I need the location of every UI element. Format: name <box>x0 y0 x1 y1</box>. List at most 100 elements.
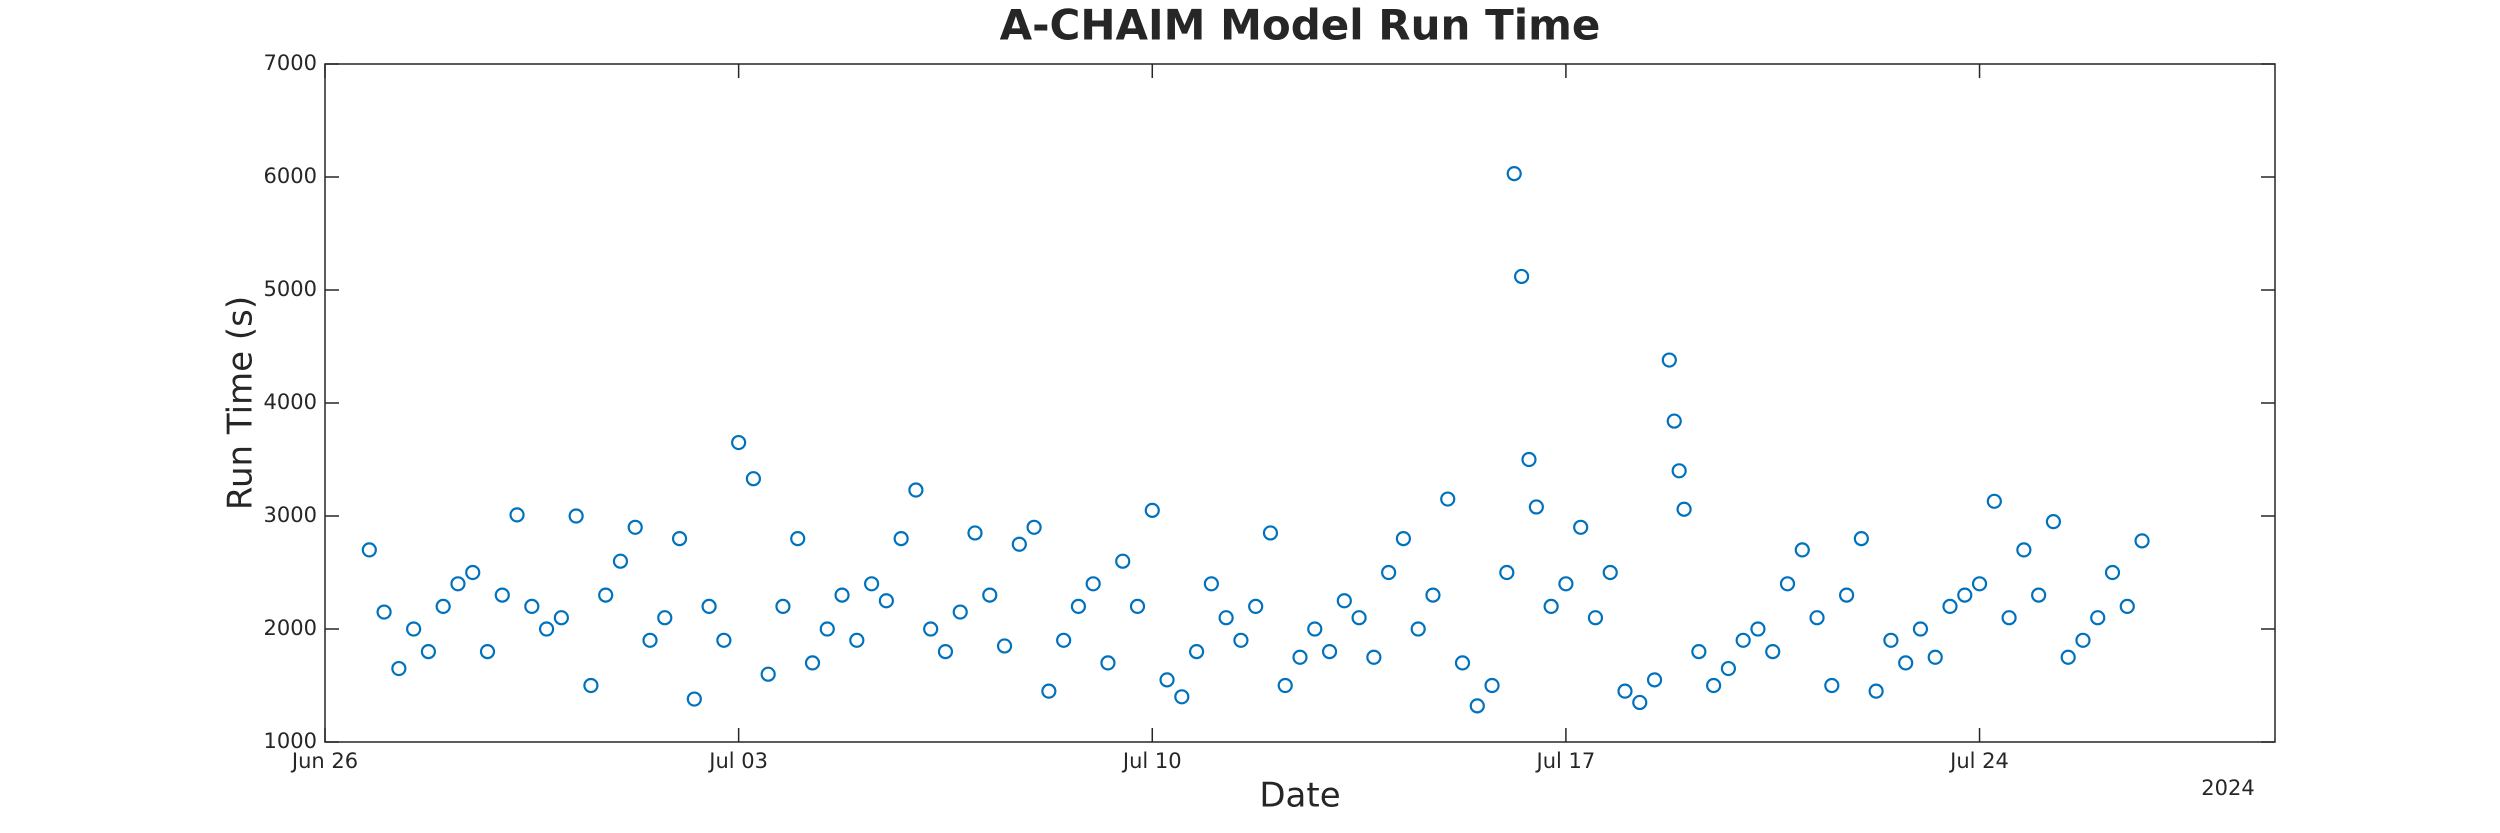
point <box>1499 564 1515 581</box>
point <box>878 593 894 609</box>
point <box>1026 519 1042 535</box>
chart-title: A-CHAIM Model Run Time <box>1000 1 1601 50</box>
point <box>1676 501 1692 517</box>
point <box>1691 643 1707 660</box>
point <box>420 643 437 660</box>
point <box>1666 413 1682 429</box>
point <box>701 598 717 615</box>
point <box>465 564 481 581</box>
point <box>1100 655 1116 671</box>
point <box>435 598 451 615</box>
point <box>1720 660 1737 677</box>
point <box>376 604 392 620</box>
point <box>745 471 762 487</box>
point <box>1750 621 1766 637</box>
point <box>2090 610 2106 626</box>
point <box>1351 610 1367 626</box>
point <box>1646 672 1663 688</box>
point <box>1041 683 1057 699</box>
point <box>1986 493 2002 509</box>
point <box>1233 632 1249 648</box>
point <box>1056 632 1072 648</box>
point <box>1188 643 1205 660</box>
point <box>1115 553 1131 569</box>
point <box>642 632 658 648</box>
point <box>568 508 584 524</box>
point <box>2016 542 2032 558</box>
point <box>1942 598 1958 615</box>
point <box>1011 536 1027 552</box>
point <box>2031 587 2047 603</box>
point <box>923 621 939 637</box>
point <box>1543 598 1559 615</box>
y-tick-label: 7000 <box>264 51 317 75</box>
point <box>1203 576 1219 592</box>
point <box>1070 598 1087 615</box>
point <box>1558 576 1574 592</box>
point <box>1868 683 1884 699</box>
point <box>1174 689 1190 705</box>
point <box>1454 655 1471 671</box>
point <box>2060 649 2076 665</box>
point <box>1381 564 1397 581</box>
point <box>1809 610 1825 626</box>
point <box>1765 643 1781 660</box>
point <box>1506 166 1522 182</box>
point <box>1706 677 1722 694</box>
point <box>450 576 466 592</box>
point <box>627 519 643 535</box>
point <box>612 553 629 569</box>
point <box>1085 576 1101 592</box>
x-tick-label: Jul 24 <box>1948 749 2009 773</box>
point <box>1129 598 1146 615</box>
point <box>937 643 954 660</box>
point <box>1587 610 1604 626</box>
point <box>1912 621 1929 637</box>
point <box>671 530 688 547</box>
point <box>1617 683 1633 699</box>
point <box>2075 632 2091 648</box>
point <box>834 587 850 603</box>
point <box>1425 587 1441 603</box>
point <box>804 655 821 671</box>
point <box>1528 499 1544 515</box>
point <box>1159 672 1175 688</box>
point <box>1277 677 1293 694</box>
point <box>1779 576 1796 592</box>
point <box>790 530 806 547</box>
point <box>952 604 968 620</box>
point <box>1248 598 1264 615</box>
point <box>731 434 747 451</box>
point <box>494 587 510 603</box>
point <box>361 542 377 558</box>
plot-frame <box>324 63 2276 743</box>
point <box>1824 677 1840 694</box>
point <box>2045 514 2062 530</box>
point <box>1336 593 1352 609</box>
point <box>1484 677 1500 694</box>
x-tick-label: Jul 03 <box>707 749 768 773</box>
point <box>1218 610 1234 626</box>
y-tick-label: 2000 <box>264 616 317 640</box>
point <box>1853 530 1869 547</box>
point <box>479 643 496 660</box>
point <box>583 677 599 694</box>
point <box>524 598 540 615</box>
point <box>967 525 983 541</box>
point <box>1794 542 1810 558</box>
point <box>893 530 909 547</box>
point <box>849 632 865 648</box>
point <box>1573 519 1589 535</box>
point <box>996 638 1013 654</box>
point <box>1521 451 1537 468</box>
y-axis-label: Run Time (s) <box>221 296 261 510</box>
point <box>598 587 614 603</box>
point <box>538 621 555 637</box>
point <box>1307 621 1323 637</box>
point <box>509 507 525 523</box>
point <box>1927 649 1943 665</box>
point <box>1410 621 1426 637</box>
y-tick-label: 3000 <box>264 503 317 527</box>
y-tick-label: 4000 <box>264 390 317 414</box>
